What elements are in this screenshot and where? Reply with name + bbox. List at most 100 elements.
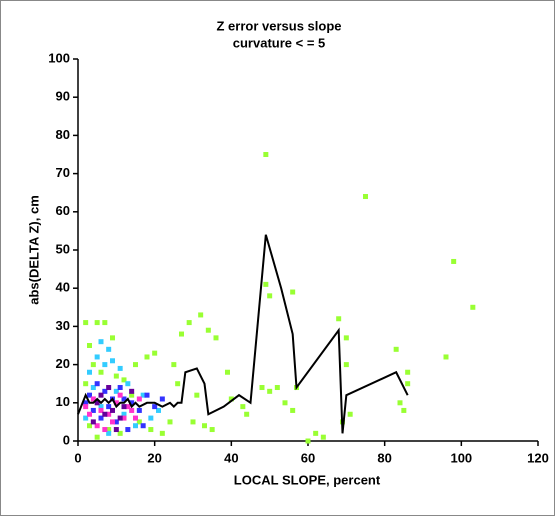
point <box>110 335 115 341</box>
point <box>213 335 219 341</box>
point <box>144 354 150 360</box>
point <box>405 369 411 375</box>
chart-subtitle: curvature < = 5 <box>233 35 326 50</box>
point <box>87 369 92 375</box>
point <box>144 392 150 398</box>
point <box>125 404 131 410</box>
point <box>87 343 92 348</box>
point <box>117 430 123 436</box>
point <box>102 388 108 394</box>
point <box>83 404 89 410</box>
y-tick-label: 40 <box>56 280 70 295</box>
point <box>117 392 123 398</box>
x-axis-label: LOCAL SLOPE, percent <box>234 472 381 487</box>
point <box>113 427 119 433</box>
point <box>90 362 96 368</box>
point <box>98 404 104 410</box>
point <box>156 407 161 413</box>
x-tick-label: 60 <box>301 450 315 465</box>
point <box>113 388 119 394</box>
point <box>343 362 349 368</box>
point <box>152 350 158 356</box>
point <box>90 396 96 402</box>
point <box>106 346 112 352</box>
y-tick-label: 10 <box>56 394 70 409</box>
point <box>240 404 246 410</box>
point <box>198 312 204 318</box>
point <box>102 362 108 368</box>
point <box>102 320 108 326</box>
y-tick-label: 90 <box>56 89 70 104</box>
y-tick-label: 0 <box>63 432 70 447</box>
point <box>305 438 311 444</box>
point <box>106 427 112 433</box>
point <box>282 400 288 406</box>
point <box>110 358 115 364</box>
point <box>117 365 123 371</box>
point <box>175 381 181 387</box>
line <box>77 234 409 434</box>
point <box>263 152 269 157</box>
point <box>274 385 280 391</box>
point <box>106 411 112 417</box>
point <box>117 385 123 391</box>
point <box>133 362 138 368</box>
point <box>470 304 476 310</box>
y-tick-label: 100 <box>48 50 70 65</box>
point <box>98 415 104 421</box>
point <box>148 427 154 433</box>
point <box>179 331 184 337</box>
point <box>102 411 108 417</box>
chart-title: Z error versus slope <box>217 18 342 33</box>
point <box>94 400 100 406</box>
point <box>313 430 319 436</box>
point <box>405 381 411 387</box>
point <box>90 419 96 425</box>
point <box>290 407 296 413</box>
point <box>443 354 449 360</box>
point <box>401 407 407 413</box>
point <box>136 407 142 413</box>
point <box>267 388 273 394</box>
y-tick-label: 20 <box>56 356 70 371</box>
point <box>259 385 265 391</box>
y-tick-label: 80 <box>56 127 70 142</box>
point <box>136 396 142 402</box>
point <box>336 316 342 322</box>
point <box>83 400 89 406</box>
x-tick-label: 20 <box>147 450 161 465</box>
point <box>87 423 92 429</box>
point <box>152 404 158 410</box>
point <box>320 434 326 440</box>
point <box>121 411 127 417</box>
point <box>98 369 104 375</box>
point <box>129 407 135 413</box>
point <box>106 385 112 391</box>
x-tick-label: 120 <box>527 450 549 465</box>
point <box>125 427 131 433</box>
point <box>451 258 457 264</box>
point <box>159 396 165 402</box>
point <box>117 415 123 421</box>
point <box>94 320 100 326</box>
point <box>167 419 173 425</box>
point <box>106 404 112 410</box>
point <box>83 415 89 421</box>
y-tick-label: 70 <box>56 165 70 180</box>
y-tick-label: 60 <box>56 203 70 218</box>
point <box>133 415 138 421</box>
point <box>140 392 146 398</box>
point <box>98 339 104 345</box>
point <box>363 194 368 200</box>
point <box>125 381 131 387</box>
point <box>202 423 207 429</box>
y-tick-label: 50 <box>56 241 70 256</box>
point <box>121 415 127 421</box>
point <box>228 396 234 402</box>
point <box>225 369 230 375</box>
point <box>136 419 142 425</box>
point <box>98 392 104 398</box>
point <box>121 404 127 410</box>
point <box>94 423 100 429</box>
